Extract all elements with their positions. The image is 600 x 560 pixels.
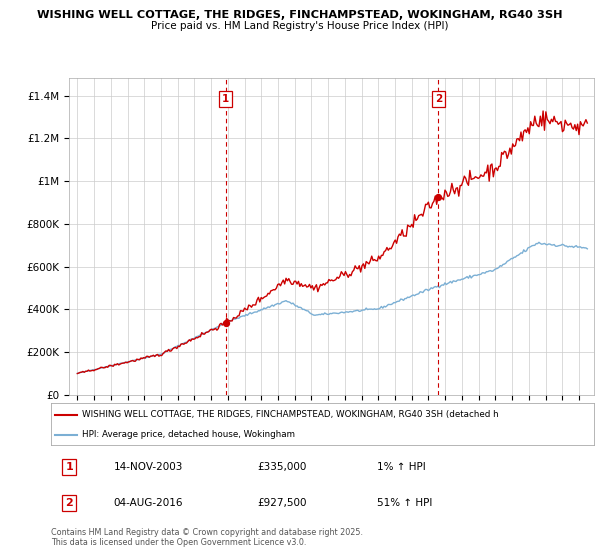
Point xyxy=(434,192,443,201)
Text: WISHING WELL COTTAGE, THE RIDGES, FINCHAMPSTEAD, WOKINGHAM, RG40 3SH: WISHING WELL COTTAGE, THE RIDGES, FINCHA… xyxy=(37,10,563,20)
Text: WISHING WELL COTTAGE, THE RIDGES, FINCHAMPSTEAD, WOKINGHAM, RG40 3SH (detached h: WISHING WELL COTTAGE, THE RIDGES, FINCHA… xyxy=(82,410,499,419)
Text: 1: 1 xyxy=(222,94,229,104)
Point xyxy=(221,319,230,328)
Text: Price paid vs. HM Land Registry's House Price Index (HPI): Price paid vs. HM Land Registry's House … xyxy=(151,21,449,31)
Text: 2: 2 xyxy=(65,498,73,508)
Text: £927,500: £927,500 xyxy=(257,498,307,508)
Text: 1% ↑ HPI: 1% ↑ HPI xyxy=(377,462,425,472)
Text: 51% ↑ HPI: 51% ↑ HPI xyxy=(377,498,432,508)
Text: 14-NOV-2003: 14-NOV-2003 xyxy=(113,462,183,472)
Text: 04-AUG-2016: 04-AUG-2016 xyxy=(113,498,183,508)
Text: HPI: Average price, detached house, Wokingham: HPI: Average price, detached house, Woki… xyxy=(82,430,295,439)
Text: 2: 2 xyxy=(435,94,442,104)
Text: Contains HM Land Registry data © Crown copyright and database right 2025.
This d: Contains HM Land Registry data © Crown c… xyxy=(51,528,363,547)
Text: £335,000: £335,000 xyxy=(257,462,307,472)
Text: 1: 1 xyxy=(65,462,73,472)
